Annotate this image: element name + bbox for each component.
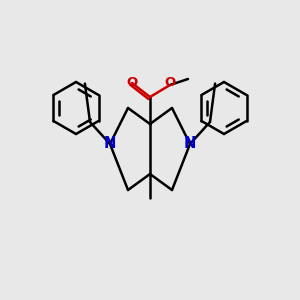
Text: N: N bbox=[184, 136, 196, 152]
Text: O: O bbox=[164, 76, 175, 89]
Text: O: O bbox=[126, 76, 138, 89]
Text: N: N bbox=[104, 136, 116, 152]
